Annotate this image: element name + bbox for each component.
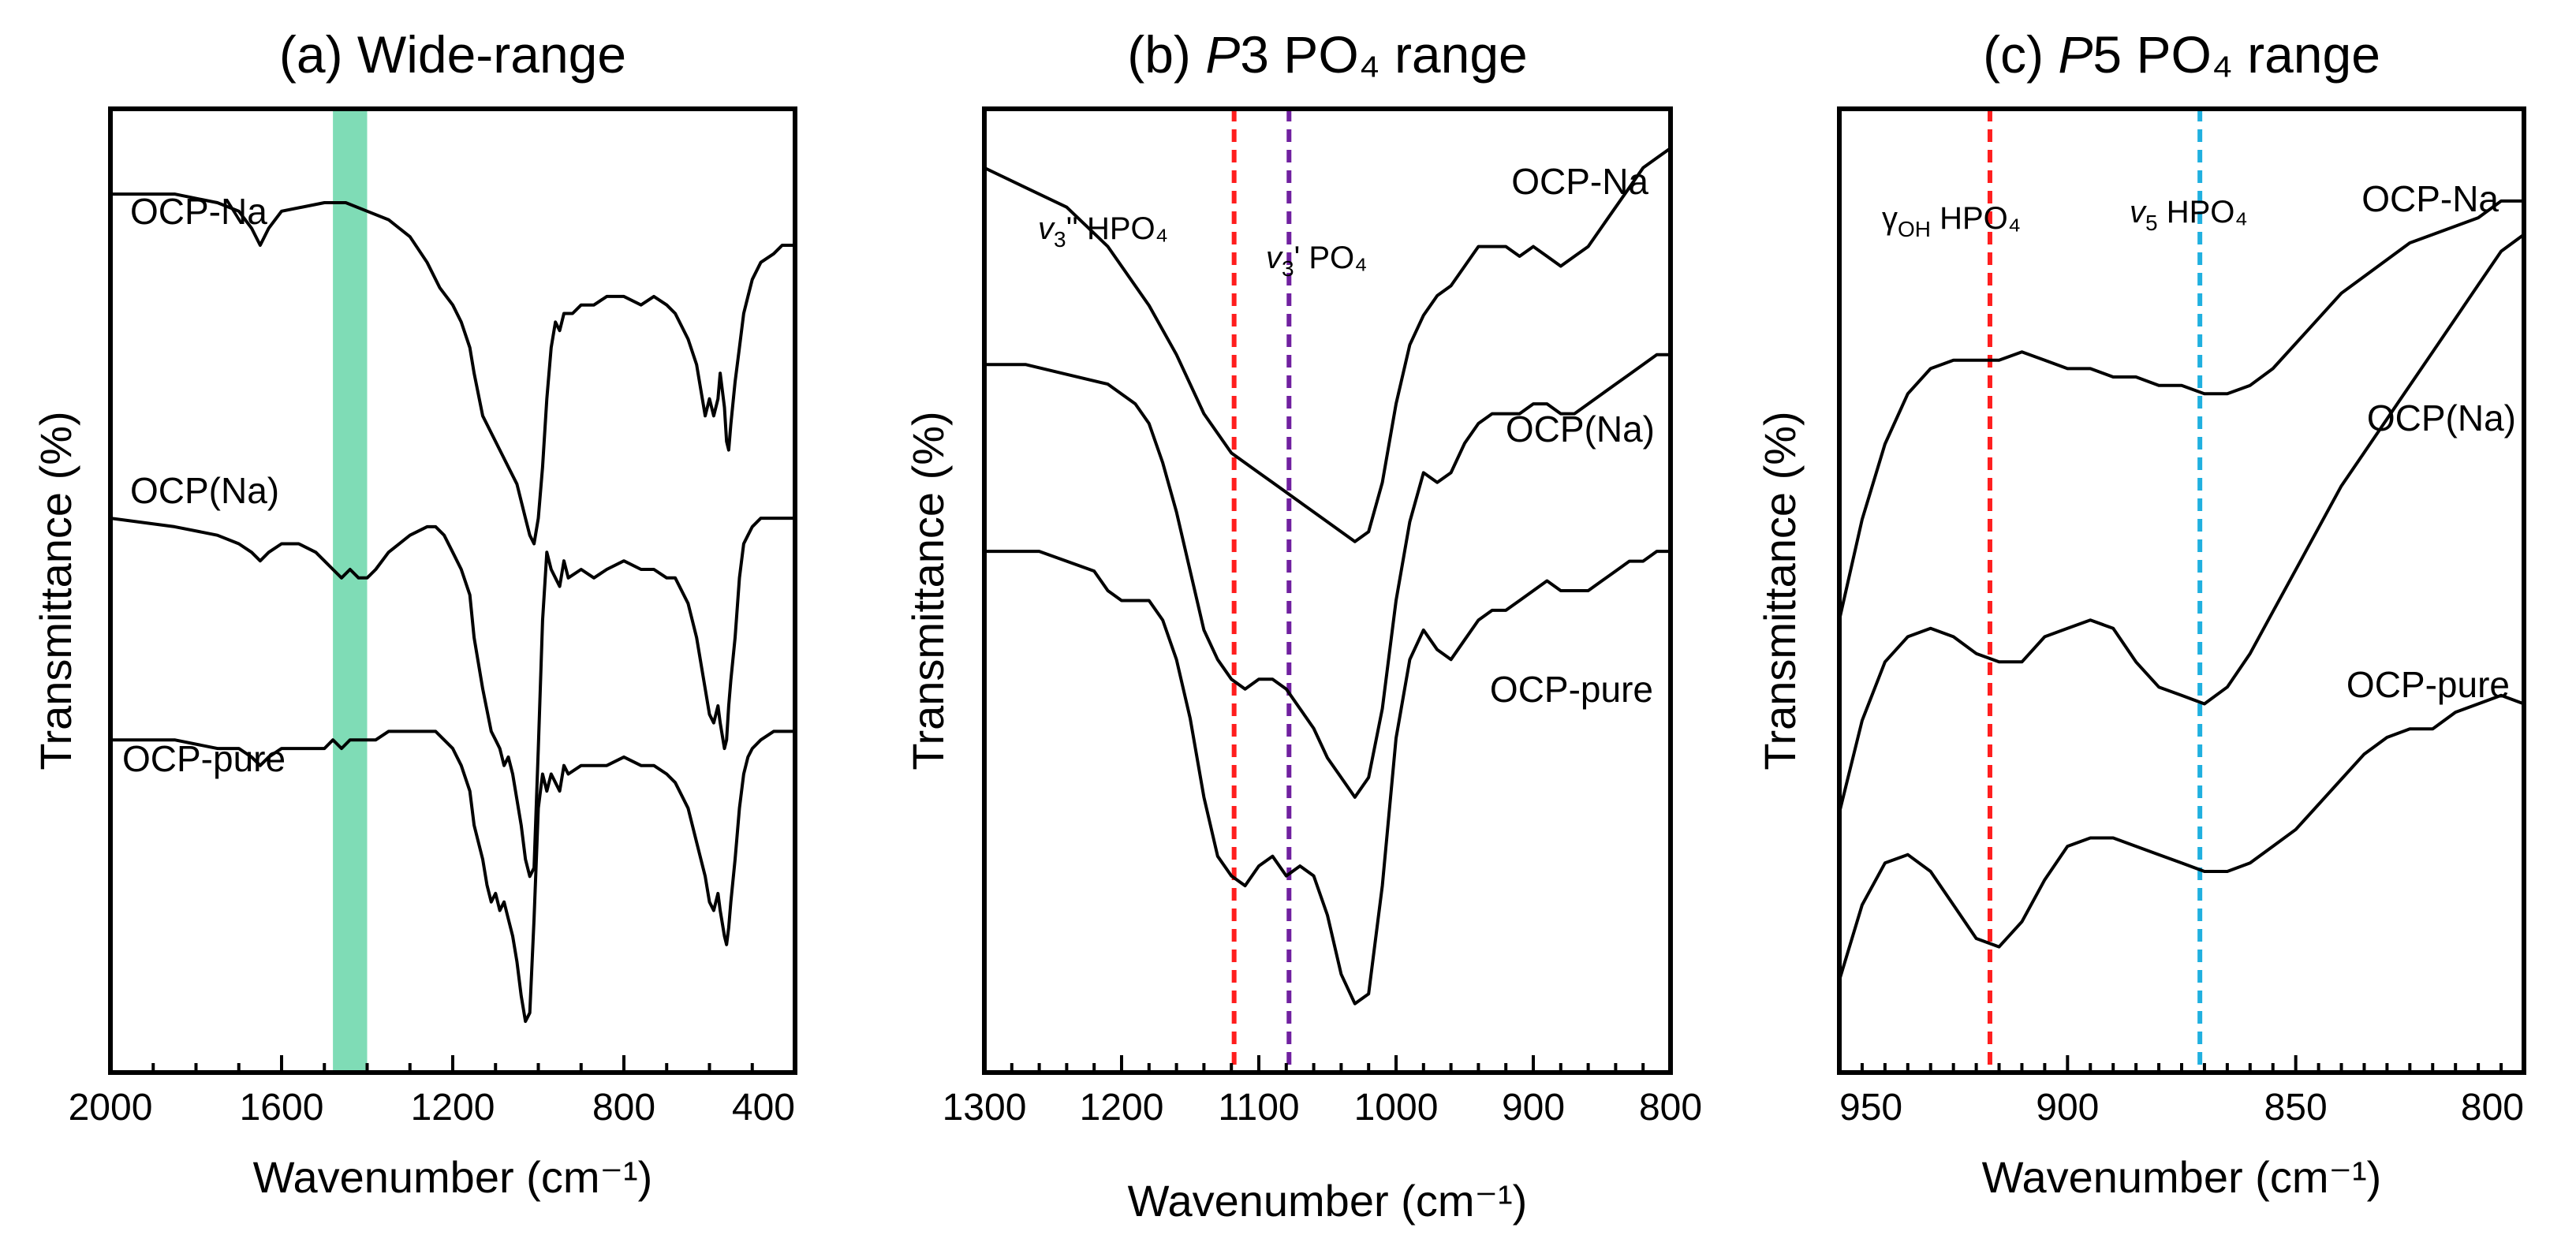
panel-a-x-axis-label: Wavenumber (cm⁻¹) — [253, 1152, 653, 1202]
panel-b-frame — [982, 106, 1673, 1075]
panel-c-annotation-gamma-oh-hpo4: γOH HPO₄ — [1882, 201, 2021, 241]
panel-c: (c) P5 PO₄ range 950 900 850 800 Wavenumber… — [1755, 25, 2526, 1202]
x-tick-label: 800 — [2461, 1087, 2524, 1129]
series-line-ocp-na — [110, 517, 795, 879]
x-tick-label: 800 — [1639, 1087, 1702, 1129]
x-tick-label: 900 — [1502, 1087, 1565, 1129]
panel-a: (a) Wide-range 2000 1600 1200 800 400 Wavenu… — [31, 25, 797, 1202]
panel-a-x-ticks: 2000 1600 1200 800 400 — [69, 1055, 797, 1129]
x-tick-label: 900 — [2036, 1087, 2099, 1129]
panel-c-x-axis-label: Wavenumber (cm⁻¹) — [1982, 1152, 2382, 1202]
x-tick-label: 800 — [592, 1087, 655, 1129]
series-line-ocp-na — [984, 353, 1671, 799]
series-line-ocp-na — [110, 192, 795, 546]
panel-c-plot-area — [1839, 109, 2524, 1073]
series-line-ocp-na — [1839, 199, 2524, 622]
panel-c-x-ticks: 950 900 850 800 — [1838, 1055, 2526, 1129]
panel-c-label-ocp-na-paren: OCP(Na) — [2367, 397, 2516, 438]
x-tick-label: 1200 — [1080, 1087, 1164, 1129]
series-line-ocp-pure — [1839, 693, 2524, 983]
x-tick-label: 2000 — [69, 1087, 153, 1129]
panel-b-x-axis-label: Wavenumber (cm⁻¹) — [1128, 1176, 1528, 1226]
series-line-ocp-pure — [110, 729, 795, 1024]
panel-b-annotation-v3-po4: v3' PO₄ — [1266, 241, 1367, 281]
series-line-ocp-na — [1839, 233, 2524, 815]
panel-c-frame — [1837, 106, 2526, 1075]
panel-a-label-ocp-na-paren: OCP(Na) — [130, 470, 279, 511]
panel-a-y-axis-label: Transmittance (%) — [31, 411, 80, 770]
panel-c-annotation-v5-hpo4: v5 HPO₄ — [2130, 195, 2248, 235]
x-tick-label: 850 — [2264, 1087, 2328, 1129]
panel-c-label-ocp-na: OCP-Na — [2361, 178, 2499, 219]
series-line-ocp-na — [984, 146, 1671, 543]
panel-a-label-ocp-pure: OCP-pure — [122, 738, 286, 779]
x-tick-label: 1300 — [943, 1087, 1027, 1129]
panel-c-label-ocp-pure: OCP-pure — [2346, 664, 2510, 705]
panel-b: (b) P3 PO₄ range 1300 1200 1100 1000 900 800 … — [903, 25, 1702, 1226]
panel-b-title: (b) P3 PO₄ range — [1127, 25, 1528, 84]
panel-a-plot-area — [110, 109, 795, 1073]
panel-b-x-ticks: 1300 1200 1100 1000 900 800 — [943, 1055, 1702, 1129]
x-tick-label: 950 — [1839, 1087, 1902, 1129]
x-tick-label: 400 — [732, 1087, 795, 1129]
series-line-ocp-pure — [984, 550, 1671, 1006]
panel-b-label-ocp-na: OCP-Na — [1511, 161, 1648, 202]
panel-a-title: (a) Wide-range — [279, 25, 626, 84]
x-tick-label: 1000 — [1354, 1087, 1439, 1129]
x-tick-label: 1600 — [240, 1087, 324, 1129]
panel-b-label-ocp-na-paren: OCP(Na) — [1506, 409, 1655, 450]
panel-a-label-ocp-na: OCP-Na — [130, 191, 267, 232]
highlight-band — [333, 109, 368, 1073]
x-tick-label: 1200 — [411, 1087, 495, 1129]
panel-b-label-ocp-pure: OCP-pure — [1490, 669, 1653, 710]
panel-b-plot-area — [984, 109, 1671, 1073]
panel-b-y-axis-label: Transmittance (%) — [903, 411, 953, 770]
panel-c-y-axis-label: Transmittance (%) — [1755, 411, 1805, 770]
panel-c-title: (c) P5 PO₄ range — [1983, 25, 2380, 84]
x-tick-label: 1100 — [1218, 1087, 1299, 1129]
panel-a-frame — [108, 106, 797, 1075]
panel-b-annotation-v3-hpo4: v3'' HPO₄ — [1038, 211, 1168, 252]
